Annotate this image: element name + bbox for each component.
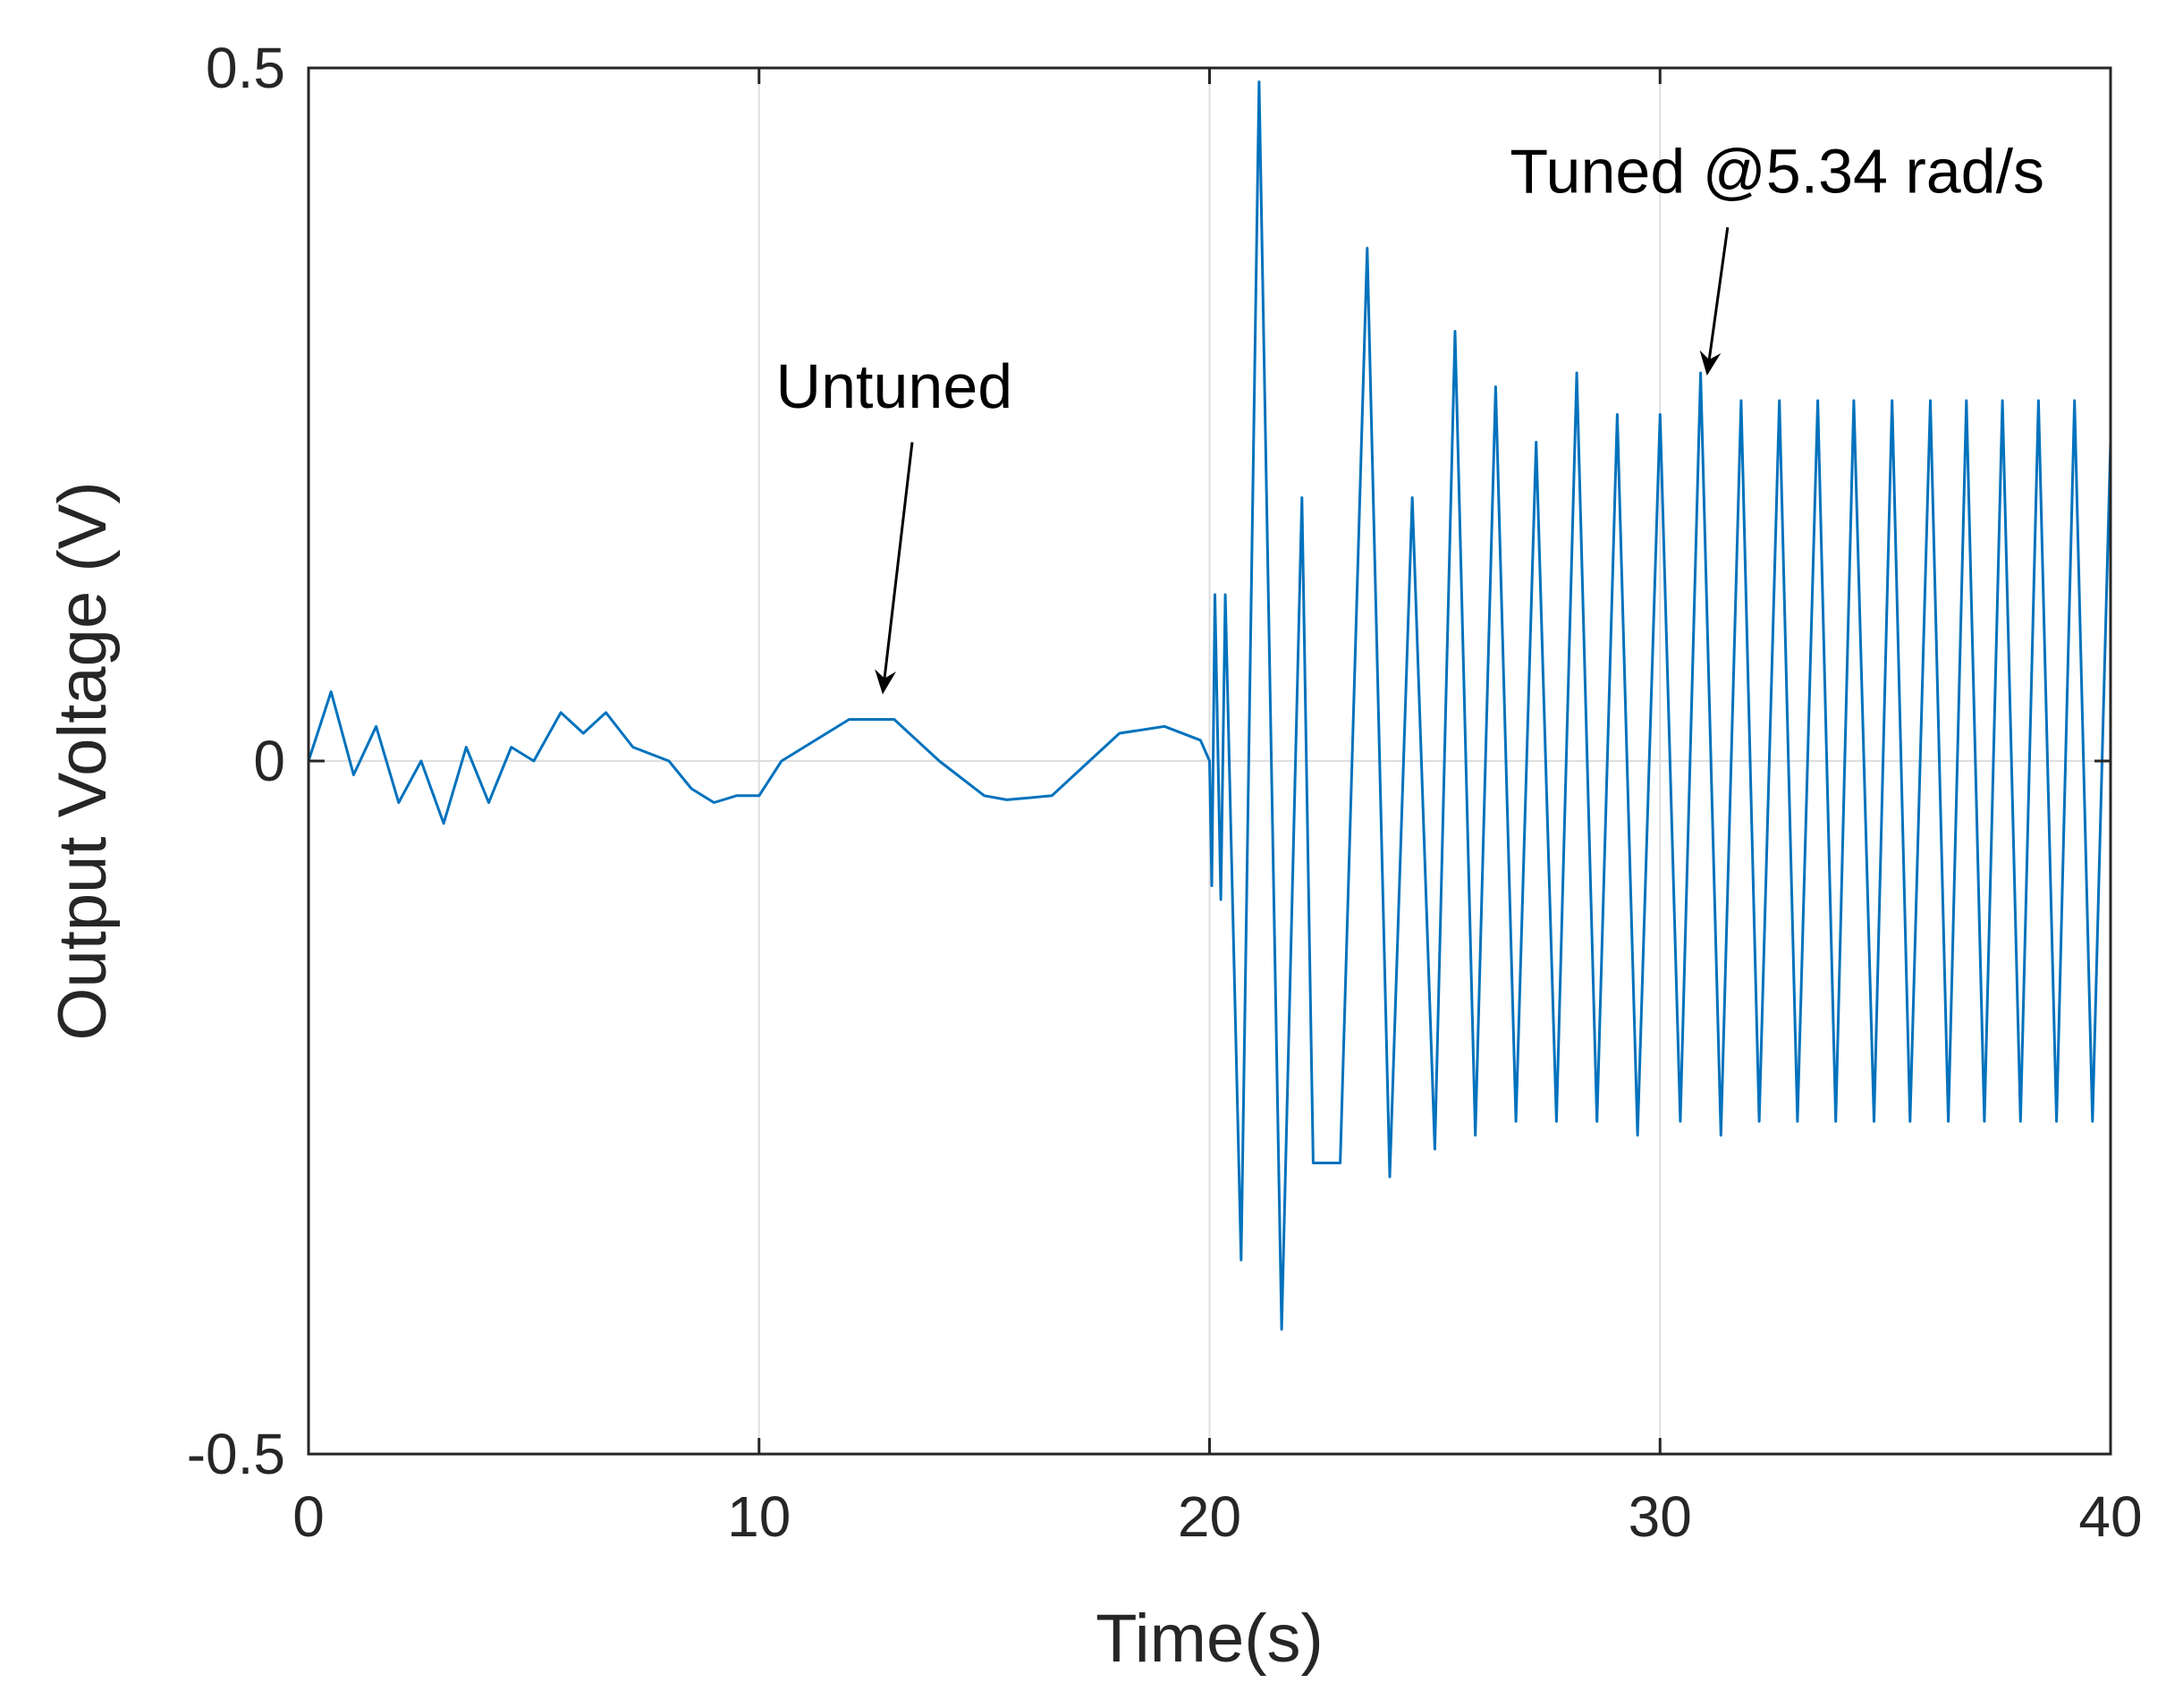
annotation-label-0: Untuned — [776, 351, 1013, 421]
annotation-arrow-0 — [875, 442, 914, 695]
x-tick-label: 0 — [292, 1484, 325, 1549]
y-tick-label: 0 — [253, 729, 285, 793]
x-tick-label: 30 — [1629, 1484, 1692, 1549]
x-tick-label: 20 — [1178, 1484, 1241, 1549]
x-axis-title: Time(s) — [1096, 1601, 1324, 1677]
x-tick-label: 40 — [2078, 1484, 2142, 1549]
y-tick-labels: -0.5 0 0.5 — [187, 36, 285, 1486]
x-tick-label: 10 — [727, 1484, 791, 1549]
y-tick-label: -0.5 — [187, 1422, 285, 1486]
series-line-0 — [307, 80, 2112, 1331]
series-layer — [307, 80, 2112, 1331]
y-axis-title: Output Voltage (V) — [45, 481, 121, 1040]
y-tick-label: 0.5 — [206, 36, 285, 100]
tick-marks — [307, 66, 2112, 1456]
annotations: Untuned Tuned @5.34 rad/s — [776, 137, 2044, 695]
x-tick-labels: 0 10 20 30 40 — [292, 1484, 2142, 1549]
annotation-label-1: Tuned @5.34 rad/s — [1510, 137, 2044, 207]
annotation-arrow-1 — [1699, 227, 1730, 376]
